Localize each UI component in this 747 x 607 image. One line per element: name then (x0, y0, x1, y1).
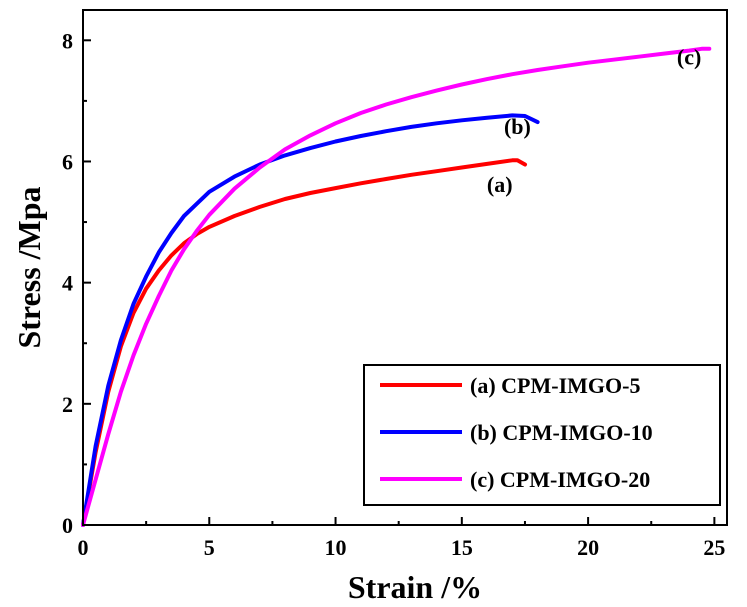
x-tick-label: 25 (703, 535, 725, 560)
legend-label: (a) CPM-IMGO-5 (470, 373, 640, 398)
plot-frame (82, 9, 728, 526)
legend-label: (c) CPM-IMGO-20 (470, 467, 650, 492)
x-axis-ticks: 0 5 10 15 20 25 (78, 517, 725, 560)
y-tick-label: 4 (62, 271, 73, 296)
series-annotations: (a) (b) (c) (487, 45, 701, 197)
series-line-2 (81, 46, 712, 527)
series-annotation: (c) (677, 45, 701, 70)
x-tick-label: 20 (577, 535, 599, 560)
series-lines (81, 46, 712, 527)
x-axis-title: Strain /% (348, 569, 482, 605)
x-tick-label: 15 (451, 535, 473, 560)
series-annotation: (b) (504, 114, 531, 139)
series-annotation: (a) (487, 172, 513, 197)
y-axis-ticks: 0 2 4 6 8 (62, 28, 91, 538)
legend-box (363, 364, 721, 506)
legend: (a) CPM-IMGO-5 (b) CPM-IMGO-10 (c) CPM-IMG… (363, 364, 721, 506)
y-tick-label: 8 (62, 28, 73, 53)
x-tick-label: 10 (325, 535, 347, 560)
y-tick-label: 0 (62, 513, 73, 538)
series-line-1 (81, 113, 540, 527)
y-tick-label: 6 (62, 149, 73, 174)
x-tick-label: 0 (78, 535, 89, 560)
y-axis-title: Stress /Mpa (11, 186, 47, 348)
legend-label: (b) CPM-IMGO-10 (470, 420, 653, 445)
x-tick-label: 5 (204, 535, 215, 560)
y-tick-label: 2 (62, 392, 73, 417)
series-line-0 (81, 158, 527, 527)
